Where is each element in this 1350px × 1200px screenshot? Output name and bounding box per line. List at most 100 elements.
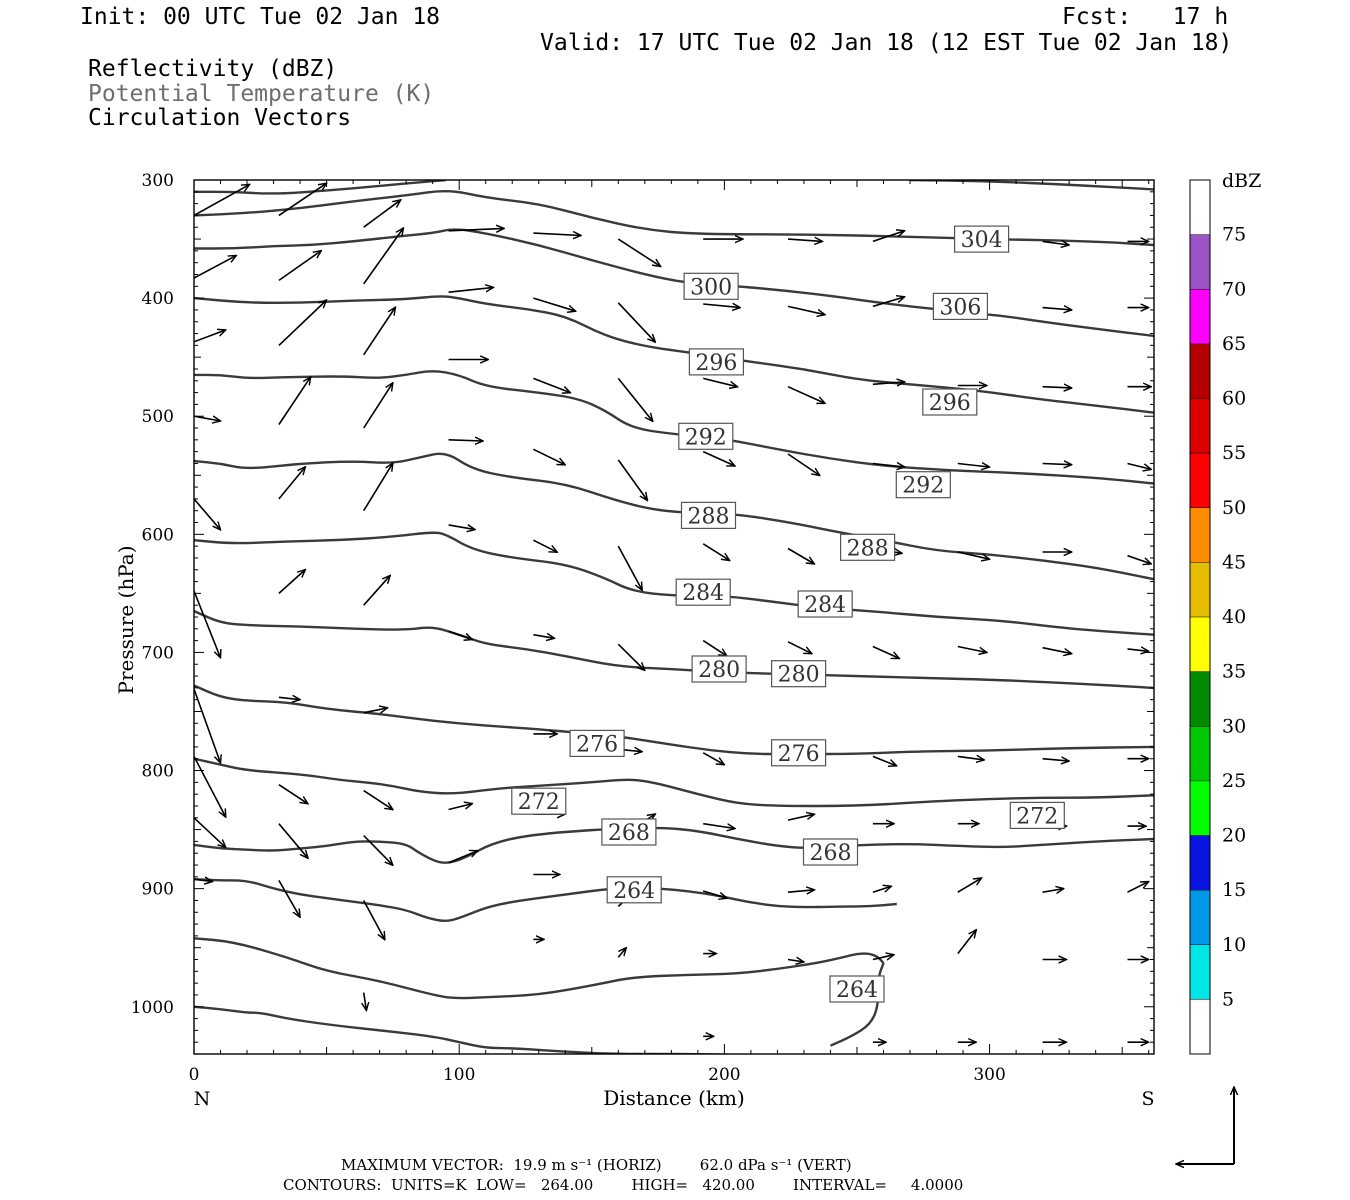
svg-text:272: 272 xyxy=(1016,804,1058,829)
colorbar-segment xyxy=(1190,507,1210,563)
colorbar-outline xyxy=(1189,179,1211,1055)
circulation-vector xyxy=(787,960,804,962)
colorbar-segment xyxy=(1190,835,1210,891)
contour-label: 268 xyxy=(601,818,657,846)
contour-284-line xyxy=(194,610,1154,690)
circulation-vector xyxy=(787,385,825,405)
max-vector-note: MAXIMUM VECTOR: 19.9 m s⁻¹ (HORIZ) 62.0 … xyxy=(341,1156,852,1174)
circulation-vector xyxy=(703,304,740,308)
field-title-potential-temperature: Potential Temperature (K) xyxy=(88,81,435,107)
circulation-vector xyxy=(1042,759,1070,761)
contour-304-line xyxy=(194,228,1154,338)
axes-layer: 0 100 200 300 300 400 500 600 700 800 900 1000 xyxy=(131,171,1155,1085)
circulation-vector xyxy=(1042,889,1064,893)
contour-label: 304 xyxy=(953,225,1010,253)
contour-288-line xyxy=(194,531,1154,636)
circulation-vector xyxy=(363,708,388,713)
colorbar-segment xyxy=(1190,398,1210,454)
circulation-vector xyxy=(194,590,221,658)
circulation-vector xyxy=(194,184,250,217)
circulation-vector xyxy=(787,890,815,892)
colorbar-segment xyxy=(1190,617,1210,672)
colorbar-tick-label: 35 xyxy=(1222,661,1246,683)
svg-text:292: 292 xyxy=(685,425,727,450)
contour-label: 292 xyxy=(678,422,734,450)
x-axis-right-end-label: S xyxy=(1141,1088,1154,1110)
contour-label: 296 xyxy=(922,388,978,416)
y-tick-label: 400 xyxy=(142,289,174,309)
circulation-vector xyxy=(787,453,820,476)
svg-text:300: 300 xyxy=(690,275,732,300)
contour-308-line xyxy=(194,189,1154,247)
contour-292-line xyxy=(194,452,1154,581)
colorbar-segment xyxy=(1190,780,1210,836)
contour-label: 280 xyxy=(770,660,827,688)
circulation-vector xyxy=(278,467,306,500)
circulation-vector xyxy=(278,300,327,346)
circulation-vector xyxy=(278,183,327,217)
contour-label: 276 xyxy=(569,729,625,757)
circulation-vector xyxy=(363,383,393,429)
circulation-vector xyxy=(617,459,647,501)
circulation-vector xyxy=(448,228,505,230)
contour-300-line xyxy=(194,295,1154,414)
circulation-vector xyxy=(363,200,401,228)
circulation-vector xyxy=(194,879,213,881)
circulation-vector xyxy=(1042,464,1072,465)
circulation-vector xyxy=(448,804,473,811)
circulation-vector xyxy=(363,228,404,285)
plot-frame xyxy=(193,179,1155,1055)
colorbar-tick-label: 50 xyxy=(1222,497,1246,519)
x-axis-label: Distance (km) xyxy=(603,1086,745,1110)
y-tick-label: 300 xyxy=(142,171,174,191)
circulation-vector xyxy=(702,543,730,561)
colorbar-unit-label: dBZ xyxy=(1222,170,1261,192)
colorbar-tick-label: 60 xyxy=(1222,388,1246,410)
circulation-vector xyxy=(363,834,393,866)
circulation-vector xyxy=(617,302,655,342)
circulation-vector xyxy=(702,752,724,765)
circulation-vector xyxy=(1127,554,1152,564)
field-title-circulation-vectors: Circulation Vectors xyxy=(88,105,352,131)
circulation-vector xyxy=(1042,387,1072,388)
svg-text:284: 284 xyxy=(804,593,846,618)
vectors-layer xyxy=(194,183,1151,1042)
init-time: Init: 00 UTC Tue 02 Jan 18 xyxy=(80,4,441,30)
svg-text:264: 264 xyxy=(613,879,655,904)
contour-label: 284 xyxy=(797,590,853,618)
circulation-vector xyxy=(278,880,300,917)
circulation-vector xyxy=(702,639,727,657)
svg-text:292: 292 xyxy=(902,474,944,499)
y-tick-label: 800 xyxy=(142,762,174,782)
max-vector-reference-arrow xyxy=(1176,1087,1234,1164)
contour-label: 268 xyxy=(802,838,859,866)
colorbar-segment xyxy=(1190,890,1210,945)
colorbar-segment xyxy=(1190,343,1210,399)
contours-layer xyxy=(194,180,1154,1054)
y-tick-label: 500 xyxy=(142,407,174,427)
circulation-vector xyxy=(363,575,391,606)
circulation-vector xyxy=(533,297,575,311)
contour-268-line xyxy=(194,878,897,922)
circulation-vector xyxy=(872,382,905,384)
circulation-vector xyxy=(448,287,494,293)
contour-label: 264 xyxy=(606,876,662,904)
colorbar-tick-label: 40 xyxy=(1222,606,1246,628)
contour-info-note: CONTOURS: UNITS=K LOW= 264.00 HIGH= 420.… xyxy=(283,1176,964,1194)
circulation-vector xyxy=(787,305,825,314)
colorbar-segment xyxy=(1190,562,1210,617)
circulation-vector xyxy=(787,547,815,565)
circulation-vector xyxy=(1042,241,1070,245)
circulation-vector xyxy=(787,641,812,654)
contour-label: 272 xyxy=(1009,801,1065,829)
svg-text:276: 276 xyxy=(778,742,820,767)
svg-text:268: 268 xyxy=(810,841,852,866)
circulation-vector xyxy=(617,377,653,421)
circulation-vector xyxy=(1127,462,1152,470)
contour-316-line xyxy=(909,180,1154,191)
circulation-vector xyxy=(278,823,308,859)
circulation-vector xyxy=(533,635,554,639)
circulation-vector xyxy=(278,377,311,425)
contour-labels-layer: 304 300 306 296 296 292 292 288 288 284 284 280 280 2… xyxy=(511,225,1065,1003)
circulation-vector xyxy=(362,900,385,940)
